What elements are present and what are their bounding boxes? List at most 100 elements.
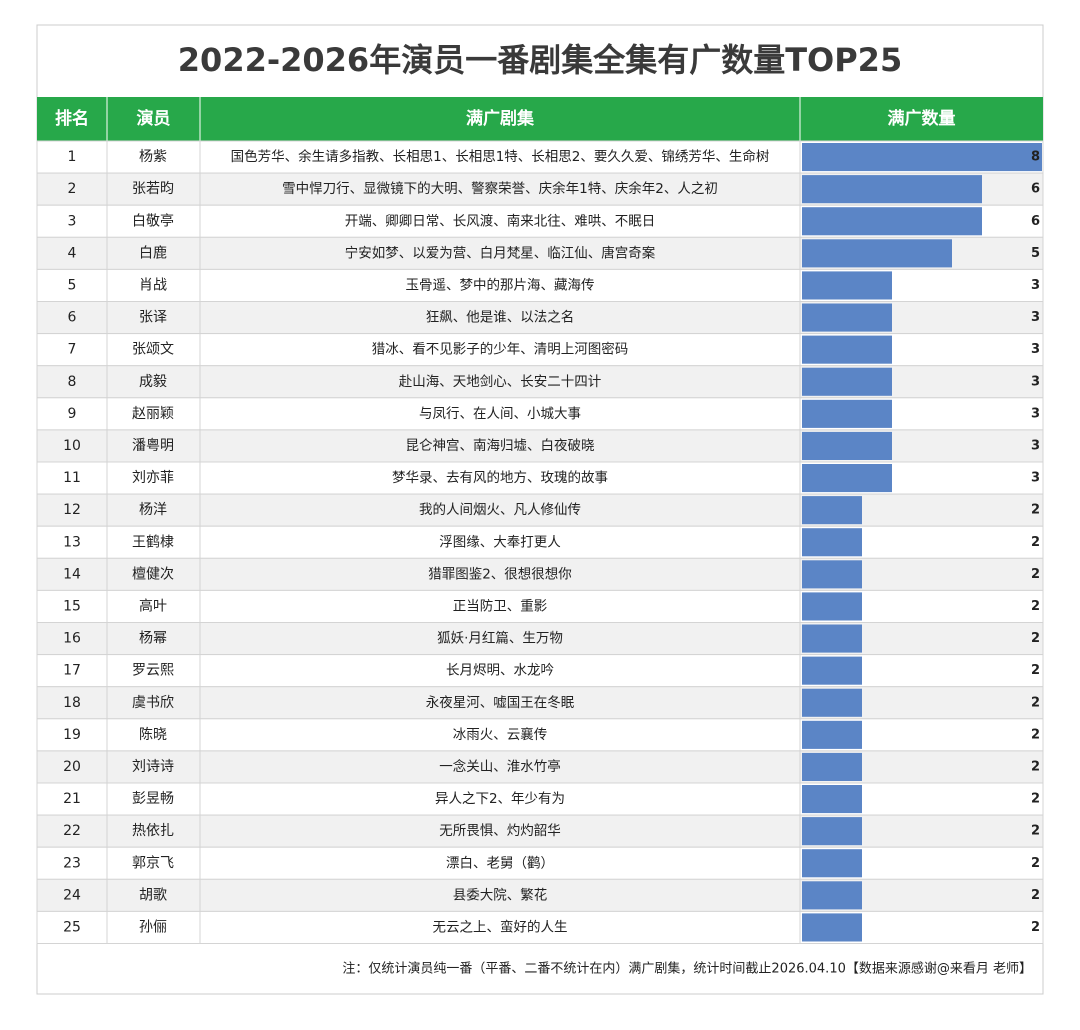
row-bg — [36, 686, 1044, 720]
actor: 杨洋 — [139, 502, 167, 518]
count: 2 — [1031, 567, 1040, 582]
actor: 郭京飞 — [132, 854, 174, 871]
rank: 24 — [63, 887, 81, 903]
bar — [802, 143, 1042, 172]
dramas: 永夜星河、嘘国王在冬眠 — [426, 695, 575, 711]
dramas: 猎冰、看不见影子的少年、清明上河图密码 — [372, 341, 629, 358]
count: 3 — [1031, 406, 1040, 421]
row-bg — [36, 525, 1044, 559]
actor: 潘粤明 — [132, 438, 174, 454]
header-cell: 排名 — [55, 108, 89, 129]
dramas: 国色芳华、余生请多指教、长相思1、长相思1特、长相思2、要久久爱、锦绣芳华、生命… — [231, 148, 770, 165]
note: 注：仅统计演员纯一番（平番、二番不统计在内）满广剧集，统计时间截止2026.04… — [342, 960, 1032, 976]
dramas: 狂飙、他是谁、以法之名 — [426, 310, 575, 326]
bar — [802, 335, 892, 364]
count: 2 — [1031, 792, 1040, 807]
rank: 4 — [68, 245, 77, 261]
count: 5 — [1031, 246, 1040, 261]
actor: 白鹿 — [139, 244, 167, 261]
rank: 21 — [63, 791, 81, 807]
dramas: 玉骨遥、梦中的那片海、藏海传 — [406, 277, 595, 293]
title: 2022-2026年演员一番剧集全集有广数量TOP25 — [178, 41, 902, 79]
count: 2 — [1031, 888, 1040, 903]
dramas: 狐妖·月红篇、生万物 — [437, 631, 563, 647]
dramas: 雪中悍刀行、显微镜下的大明、警察荣誉、庆余年1特、庆余年2、人之初 — [282, 180, 718, 197]
row-bg — [36, 878, 1044, 912]
rank: 10 — [63, 438, 81, 454]
bar — [802, 656, 862, 685]
count: 6 — [1031, 214, 1040, 229]
count: 3 — [1031, 374, 1040, 389]
dramas: 冰雨火、云襄传 — [453, 727, 548, 743]
rank: 20 — [63, 759, 81, 775]
dramas: 浮图缘、大奉打更人 — [439, 533, 561, 550]
count: 2 — [1031, 727, 1040, 742]
actor: 杨紫 — [139, 149, 167, 165]
bar — [802, 175, 982, 204]
actor: 罗云熙 — [132, 663, 174, 679]
bar — [802, 399, 892, 428]
count: 3 — [1031, 278, 1040, 293]
count: 2 — [1031, 695, 1040, 710]
actor: 高叶 — [139, 597, 167, 614]
bar — [802, 688, 862, 717]
rank: 14 — [63, 566, 81, 582]
rank: 13 — [63, 534, 81, 550]
dramas: 漂白、老舅（鹳） — [446, 854, 554, 871]
row-bg — [36, 557, 1044, 591]
rank: 2 — [68, 181, 77, 197]
count: 3 — [1031, 310, 1040, 325]
count: 2 — [1031, 663, 1040, 678]
row-bg — [36, 622, 1044, 656]
row-bg — [36, 493, 1044, 527]
actor: 张颂文 — [132, 342, 174, 358]
actor: 张若昀 — [132, 181, 174, 197]
count: 2 — [1031, 631, 1040, 646]
actor: 陈晓 — [139, 726, 167, 743]
row-bg — [36, 846, 1044, 880]
row-bg — [36, 910, 1044, 945]
bar — [802, 303, 892, 332]
actor: 胡歌 — [139, 887, 167, 903]
actor: 刘诗诗 — [132, 759, 174, 775]
actor: 王鹤棣 — [132, 534, 174, 550]
dramas: 无所畏惧、灼灼韶华 — [439, 823, 561, 839]
rank: 22 — [63, 823, 81, 839]
bar — [802, 271, 892, 300]
bar — [802, 785, 862, 814]
count: 8 — [1031, 150, 1040, 165]
actor: 杨幂 — [139, 631, 167, 647]
bar — [802, 367, 892, 396]
header-cell: 演员 — [137, 108, 171, 129]
count: 3 — [1031, 471, 1040, 486]
dramas: 昆仑神宫、南海归墟、白夜破晓 — [406, 437, 595, 454]
actor: 成毅 — [139, 373, 167, 390]
rank: 9 — [68, 406, 77, 422]
row-bg — [36, 750, 1044, 784]
header-cell: 满广数量 — [888, 108, 956, 129]
actor: 白敬亭 — [132, 212, 174, 229]
count: 2 — [1031, 856, 1040, 871]
rank: 11 — [63, 470, 81, 486]
count: 2 — [1031, 599, 1040, 614]
count: 2 — [1031, 920, 1040, 935]
header-cell: 满广剧集 — [466, 108, 535, 129]
row-bg — [36, 718, 1044, 752]
bar — [802, 624, 862, 653]
dramas: 我的人间烟火、凡人修仙传 — [419, 502, 581, 518]
rank: 1 — [68, 149, 77, 165]
count: 2 — [1031, 535, 1040, 550]
dramas: 梦华录、去有风的地方、玫瑰的故事 — [392, 470, 608, 486]
bar — [802, 720, 862, 749]
actor: 檀健次 — [132, 565, 174, 582]
row-bg — [36, 654, 1044, 688]
rank: 15 — [63, 598, 81, 614]
bar — [802, 913, 862, 942]
bar — [802, 560, 862, 589]
bar — [802, 881, 862, 910]
actor: 肖战 — [139, 277, 167, 293]
actor: 虞书欣 — [132, 695, 174, 711]
dramas: 一念关山、淮水竹亭 — [439, 758, 561, 775]
row-bg — [36, 782, 1044, 816]
